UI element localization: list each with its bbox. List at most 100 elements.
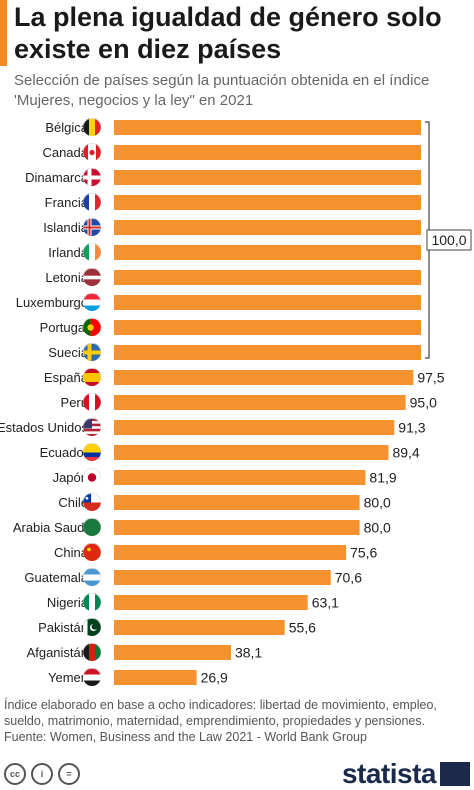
value-label-yemen: 26,9 bbox=[201, 670, 228, 686]
category-label-luxemburgo: Luxemburgo bbox=[16, 295, 88, 310]
flag-nigeria-icon bbox=[83, 593, 101, 611]
flag-outline bbox=[83, 543, 101, 561]
flag-irlanda-icon bbox=[83, 243, 101, 261]
bar-chile bbox=[114, 495, 360, 510]
bar-china bbox=[114, 545, 347, 560]
flag-outline bbox=[83, 193, 101, 211]
statista-logo-mark-icon bbox=[440, 762, 470, 786]
value-label-pakistan: 55,6 bbox=[289, 620, 316, 636]
flag-islandia-icon bbox=[83, 218, 101, 236]
flag-estados-unidos-icon bbox=[83, 418, 101, 436]
flag-outline bbox=[83, 218, 101, 236]
flag-francia-icon bbox=[83, 193, 101, 211]
flag-outline bbox=[83, 343, 101, 361]
bar-irlanda bbox=[114, 245, 421, 260]
category-label-francia: Francia bbox=[45, 195, 89, 210]
category-label-peru: Perú bbox=[61, 395, 88, 410]
flag-outline bbox=[83, 568, 101, 586]
flag-pakistan-icon bbox=[83, 618, 101, 636]
bar-belgica bbox=[114, 120, 421, 135]
cc-icon[interactable]: cc bbox=[4, 763, 26, 785]
bar-peru bbox=[114, 395, 406, 410]
flag-outline bbox=[83, 118, 101, 136]
value-label-japon: 81,9 bbox=[369, 470, 396, 486]
bar-japon bbox=[114, 470, 366, 485]
flag-afganistan-icon bbox=[83, 643, 101, 661]
bar-chart: Bélgica Canadá Dinamarca Francia Islandia Irl… bbox=[0, 118, 472, 686]
bar-letonia bbox=[114, 270, 421, 285]
bar-portugal bbox=[114, 320, 421, 335]
chart-title: La plena igualdad de género solo existe … bbox=[14, 2, 442, 64]
category-label-japon: Japón bbox=[53, 470, 88, 485]
bracket-label-box bbox=[426, 229, 472, 251]
category-label-nigeria: Nigeria bbox=[47, 595, 89, 610]
flag-espana-icon bbox=[83, 368, 101, 386]
flag-outline bbox=[83, 168, 101, 186]
statista-logo[interactable]: statista bbox=[341, 758, 437, 789]
value-label-peru: 95,0 bbox=[410, 395, 437, 411]
flag-canada-icon bbox=[83, 143, 101, 161]
bar-arabia-saudi bbox=[114, 520, 360, 535]
flag-outline bbox=[83, 418, 101, 436]
title-accent-bar bbox=[0, 0, 7, 66]
source-line: Fuente: Women, Business and the Law 2021… bbox=[4, 730, 367, 744]
category-label-suecia: Suecia bbox=[48, 345, 89, 360]
bar-espana bbox=[114, 370, 414, 385]
flag-outline bbox=[83, 593, 101, 611]
bar-suecia bbox=[114, 345, 421, 360]
value-label-china: 75,6 bbox=[350, 545, 377, 561]
bar-estados-unidos bbox=[114, 420, 395, 435]
value-label-chile: 80,0 bbox=[364, 495, 391, 511]
category-label-dinamarca: Dinamarca bbox=[25, 170, 89, 185]
category-label-guatemala: Guatemala bbox=[24, 570, 88, 585]
category-label-islandia: Islandia bbox=[43, 220, 89, 235]
bar-afganistan bbox=[114, 645, 231, 660]
flag-guatemala-icon bbox=[83, 568, 101, 586]
flag-chile-icon bbox=[83, 493, 101, 511]
bar-francia bbox=[114, 195, 421, 210]
bar-nigeria bbox=[114, 595, 308, 610]
value-label-ecuador: 89,4 bbox=[392, 445, 419, 461]
chart-subtitle: Selección de países según la puntuación … bbox=[14, 72, 430, 109]
flag-outline bbox=[83, 318, 101, 336]
value-label-estados-unidos: 91,3 bbox=[398, 420, 425, 436]
bar-guatemala bbox=[114, 570, 331, 585]
bar-yemen bbox=[114, 670, 197, 685]
flag-outline bbox=[83, 468, 101, 486]
note-line-1: Índice elaborado en base a ocho indicado… bbox=[4, 698, 437, 712]
flag-outline bbox=[83, 393, 101, 411]
category-label-canada: Canadá bbox=[42, 145, 88, 160]
bar-ecuador bbox=[114, 445, 389, 460]
flag-arabia-saudi-icon bbox=[83, 518, 101, 536]
value-label-espana: 97,5 bbox=[417, 370, 444, 386]
category-label-china: China bbox=[54, 545, 89, 560]
value-label-afganistan: 38,1 bbox=[235, 645, 262, 661]
bar-dinamarca bbox=[114, 170, 421, 185]
value-label-arabia-saudi: 80,0 bbox=[364, 520, 391, 536]
bar-islandia bbox=[114, 220, 421, 235]
flag-luxemburgo-icon bbox=[83, 293, 101, 311]
by-icon[interactable]: i bbox=[31, 763, 53, 785]
category-label-belgica: Bélgica bbox=[45, 120, 88, 135]
flag-belgica-icon bbox=[83, 118, 101, 136]
flag-outline bbox=[83, 268, 101, 286]
flag-outline bbox=[83, 293, 101, 311]
category-label-afganistan: Afganistán bbox=[27, 645, 88, 660]
category-label-pakistan: Pakistán bbox=[38, 620, 88, 635]
bar-luxemburgo bbox=[114, 295, 421, 310]
flag-dinamarca-icon bbox=[83, 168, 101, 186]
category-label-portugal: Portugal bbox=[40, 320, 89, 335]
nd-icon[interactable]: = bbox=[58, 763, 80, 785]
flag-suecia-icon bbox=[83, 343, 101, 361]
value-label-nigeria: 63,1 bbox=[312, 595, 339, 611]
flag-china-icon bbox=[83, 543, 101, 561]
category-label-estados-unidos: Estados Unidos bbox=[0, 420, 88, 435]
footer: cc i = statista bbox=[0, 756, 474, 790]
flag-japon-icon bbox=[83, 468, 101, 486]
flag-portugal-icon bbox=[83, 318, 101, 336]
flag-outline bbox=[83, 443, 101, 461]
value-label-guatemala: 70,6 bbox=[335, 570, 362, 586]
flag-letonia-icon bbox=[83, 268, 101, 286]
category-label-irlanda: Irlanda bbox=[48, 245, 89, 260]
flag-outline bbox=[83, 143, 101, 161]
